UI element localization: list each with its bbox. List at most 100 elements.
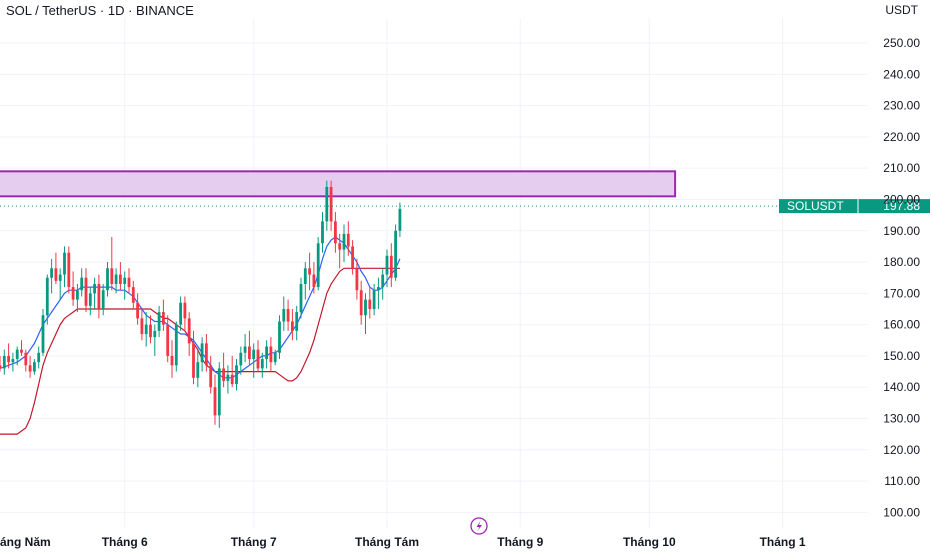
candle[interactable] bbox=[84, 268, 88, 313]
candle[interactable] bbox=[67, 246, 71, 294]
candle[interactable] bbox=[200, 337, 204, 372]
candle[interactable] bbox=[377, 277, 380, 309]
candle[interactable] bbox=[110, 237, 114, 291]
candle[interactable] bbox=[71, 271, 75, 306]
candle[interactable] bbox=[329, 180, 333, 231]
candle[interactable] bbox=[50, 258, 53, 294]
candle[interactable] bbox=[364, 293, 367, 335]
candle[interactable] bbox=[359, 280, 363, 325]
candle[interactable] bbox=[389, 243, 393, 288]
candle[interactable] bbox=[63, 246, 66, 288]
candle[interactable] bbox=[338, 233, 342, 269]
candle[interactable] bbox=[278, 315, 281, 360]
candle[interactable] bbox=[260, 352, 264, 378]
candle[interactable] bbox=[41, 308, 45, 356]
candle[interactable] bbox=[127, 268, 131, 294]
candle[interactable] bbox=[170, 340, 174, 378]
candle[interactable] bbox=[381, 268, 385, 300]
candle-body bbox=[205, 343, 208, 366]
candle[interactable] bbox=[7, 343, 10, 369]
candle[interactable] bbox=[97, 274, 101, 319]
candle[interactable] bbox=[179, 296, 182, 331]
candle[interactable] bbox=[303, 262, 307, 300]
candle[interactable] bbox=[131, 280, 135, 309]
candle[interactable] bbox=[45, 274, 49, 325]
candle[interactable] bbox=[192, 330, 195, 385]
candle[interactable] bbox=[308, 252, 311, 291]
candle[interactable] bbox=[385, 249, 389, 288]
candle[interactable] bbox=[0, 355, 2, 372]
lightning-icon[interactable] bbox=[470, 517, 488, 535]
candle[interactable] bbox=[252, 343, 256, 378]
candle[interactable] bbox=[28, 355, 32, 378]
candle[interactable] bbox=[291, 308, 294, 341]
candle-body bbox=[80, 277, 84, 291]
candle[interactable] bbox=[106, 262, 109, 297]
candle[interactable] bbox=[123, 271, 127, 300]
candle[interactable] bbox=[368, 287, 372, 319]
candle[interactable] bbox=[346, 221, 350, 256]
candle[interactable] bbox=[149, 315, 152, 344]
candle[interactable] bbox=[174, 321, 178, 372]
candle[interactable] bbox=[248, 330, 251, 366]
candle[interactable] bbox=[153, 324, 157, 356]
candle[interactable] bbox=[226, 365, 230, 394]
candle[interactable] bbox=[136, 293, 139, 325]
candle[interactable] bbox=[239, 346, 243, 375]
resistance-zone[interactable] bbox=[0, 170, 677, 198]
candle[interactable] bbox=[54, 252, 58, 284]
candle[interactable] bbox=[15, 346, 19, 366]
candle[interactable] bbox=[351, 240, 354, 275]
candle[interactable] bbox=[162, 299, 165, 331]
candle[interactable] bbox=[299, 277, 303, 319]
candle[interactable] bbox=[312, 262, 316, 294]
candle[interactable] bbox=[282, 296, 286, 331]
candle[interactable] bbox=[20, 340, 23, 356]
candle[interactable] bbox=[119, 262, 122, 291]
candle[interactable] bbox=[394, 224, 397, 281]
candle[interactable] bbox=[222, 352, 225, 388]
candle[interactable] bbox=[295, 305, 299, 341]
candle[interactable] bbox=[286, 299, 290, 331]
candle[interactable] bbox=[37, 346, 41, 369]
candle[interactable] bbox=[183, 296, 187, 331]
candle[interactable] bbox=[334, 211, 337, 253]
candle[interactable] bbox=[24, 349, 28, 372]
candle[interactable] bbox=[235, 359, 238, 391]
candle[interactable] bbox=[2, 349, 6, 375]
candle[interactable] bbox=[372, 283, 376, 316]
candle[interactable] bbox=[157, 305, 161, 338]
candle[interactable] bbox=[101, 283, 105, 316]
candle[interactable] bbox=[398, 202, 402, 238]
candle[interactable] bbox=[11, 352, 15, 372]
candle[interactable] bbox=[140, 308, 144, 341]
candle[interactable] bbox=[243, 334, 247, 363]
candle[interactable] bbox=[269, 337, 273, 372]
candle[interactable] bbox=[256, 340, 260, 372]
candle[interactable] bbox=[342, 224, 346, 263]
candle[interactable] bbox=[88, 287, 92, 316]
candle[interactable] bbox=[114, 268, 118, 294]
candle[interactable] bbox=[80, 268, 84, 297]
candle[interactable] bbox=[58, 268, 62, 300]
candle[interactable] bbox=[273, 349, 277, 366]
candle[interactable] bbox=[321, 211, 324, 253]
candle[interactable] bbox=[187, 312, 191, 356]
candle[interactable] bbox=[217, 362, 221, 428]
candle[interactable] bbox=[144, 312, 148, 347]
candle[interactable] bbox=[316, 237, 320, 291]
candle[interactable] bbox=[205, 334, 208, 372]
candle[interactable] bbox=[265, 340, 268, 369]
candle[interactable] bbox=[196, 349, 200, 388]
candle[interactable] bbox=[325, 180, 329, 231]
candle[interactable] bbox=[166, 315, 170, 363]
candle[interactable] bbox=[33, 359, 36, 375]
candle[interactable] bbox=[93, 277, 96, 309]
candle[interactable] bbox=[355, 258, 359, 300]
candle[interactable] bbox=[213, 374, 217, 425]
candle[interactable] bbox=[209, 355, 213, 394]
candle[interactable] bbox=[230, 355, 234, 388]
candle[interactable] bbox=[76, 283, 79, 313]
